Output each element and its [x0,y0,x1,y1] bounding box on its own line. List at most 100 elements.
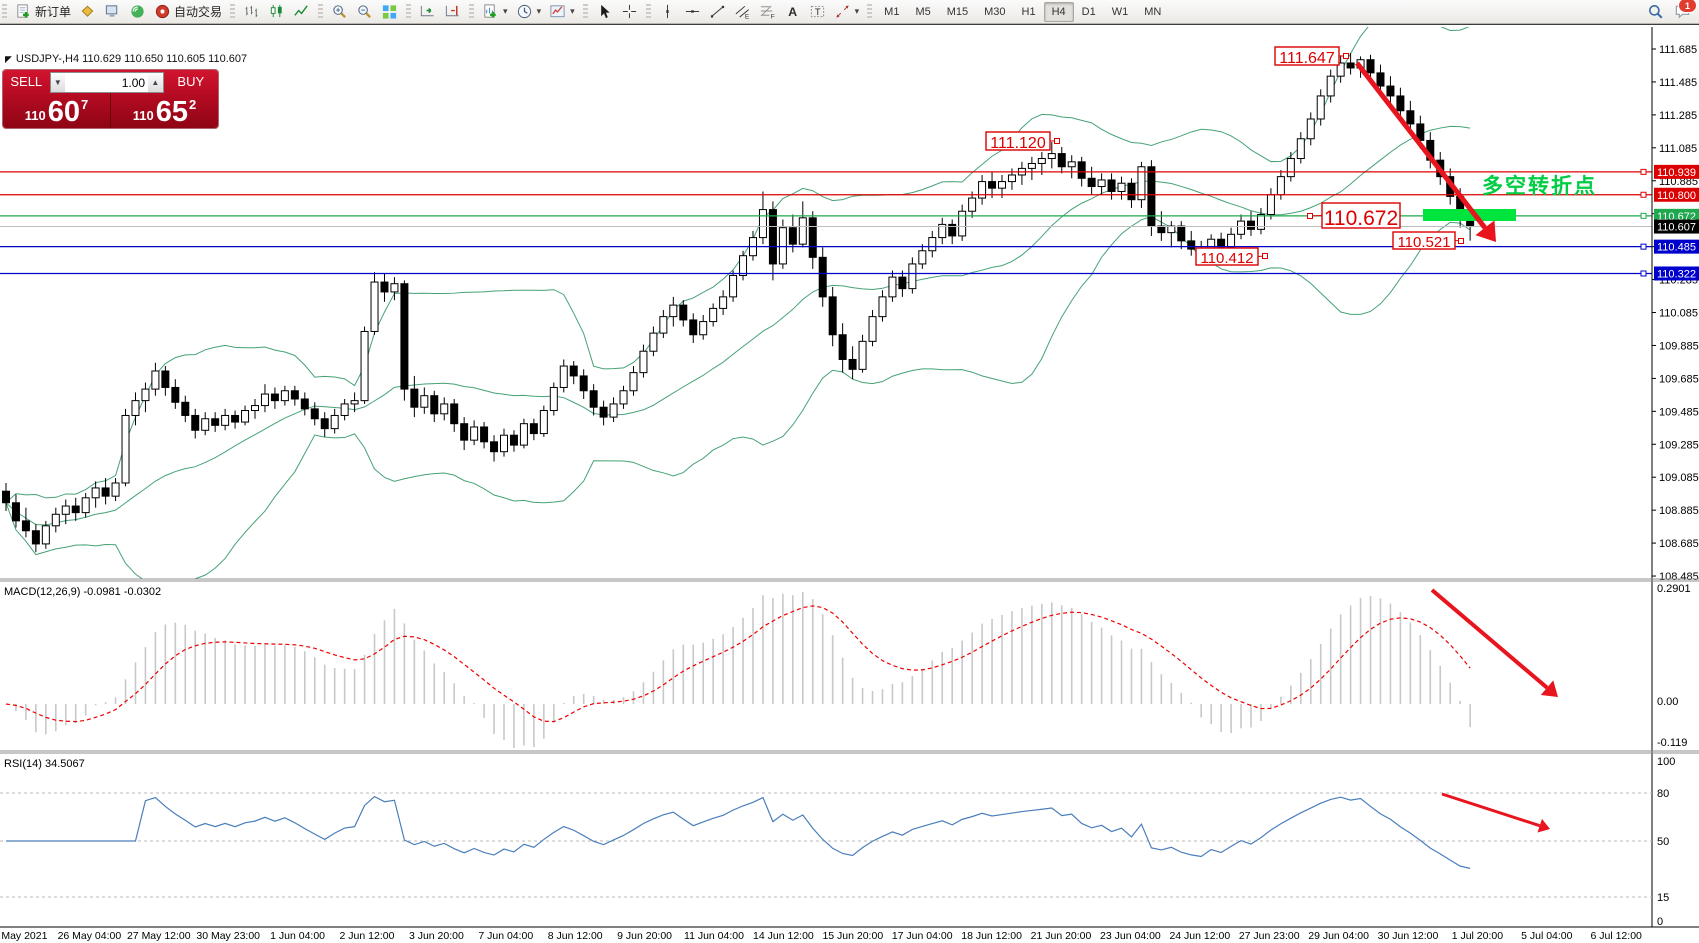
candle [1376,72,1385,87]
bar-chart-button[interactable] [239,0,264,24]
auto-scroll-icon [420,5,434,17]
timeframe-m5-button[interactable]: M5 [915,5,931,18]
candle [569,365,578,377]
time-axis-label: 17 Jun 04:00 [892,930,953,942]
line-handle[interactable] [1640,212,1647,219]
zoom-out-button[interactable] [352,0,377,24]
price-callout[interactable]: 111.120 [985,131,1060,152]
text-icon: A [788,5,797,19]
candle [500,434,508,453]
auto-scroll-button[interactable] [415,0,440,24]
price-callout[interactable]: 110.412 [1195,247,1268,267]
callout-price-text: 111.120 [990,135,1046,152]
candle [390,283,399,293]
arrows-button[interactable]: ▾ [830,0,864,24]
trend-arrow-annotation[interactable] [1430,588,1558,697]
sell-button[interactable]: SELL [10,74,43,89]
timeframe-d1-button[interactable]: D1 [1081,5,1096,18]
terminal-button[interactable] [100,0,125,24]
sell-price[interactable]: 110 60 7 [3,93,111,128]
price-badge-label: 110.607 [1657,222,1696,234]
autotrading-button[interactable]: 自动交易 [150,0,226,24]
horizontal-line-button[interactable] [680,0,705,24]
candle [958,210,967,237]
periods-button[interactable]: ▾ [512,0,546,24]
chart-shift-button[interactable] [440,0,465,24]
signals-button[interactable] [125,0,150,24]
candle [201,418,210,431]
new-order-button[interactable]: 新订单 [11,0,75,24]
candle [350,400,359,405]
price-tick-label: 108.485 [1659,571,1699,583]
crosshair-button[interactable] [617,0,642,24]
time-axis-label: 21 Jun 20:00 [1031,930,1092,942]
tile-windows-button[interactable] [377,0,402,24]
candle [1147,166,1156,227]
candle [1296,138,1305,160]
timeframe-w1-button[interactable]: W1 [1111,5,1129,18]
sell-price-point: 7 [81,97,89,112]
candle [1187,240,1196,250]
timeframe-h1-button[interactable]: H1 [1021,5,1036,18]
candle [798,217,807,245]
volume-input[interactable] [65,74,149,91]
line-handle[interactable] [1640,270,1647,277]
trend-arrow-annotation[interactable] [1441,792,1550,833]
timeframe-m15-button[interactable]: M15 [946,5,969,18]
chart-canvas[interactable]: 111.685111.485111.285111.085110.885110.6… [0,25,1699,943]
candle [1227,233,1236,248]
trend-arrow-annotation[interactable] [1355,61,1496,242]
fibo-icon: F [760,5,774,20]
timeframe-m30-button[interactable]: M30 [984,5,1006,18]
buy-price[interactable]: 110 65 2 [111,93,218,128]
trendline-button[interactable] [705,0,730,24]
candle [1266,194,1275,216]
bollinger-bands [5,27,1471,579]
timeframe-h4-button[interactable]: H4 [1043,1,1074,22]
line-handle[interactable] [1640,243,1647,250]
time-axis-label: 1 Jun 04:00 [270,930,325,942]
candle-chart-button[interactable] [264,0,289,24]
candle [310,408,319,420]
search-icon[interactable] [1647,3,1664,20]
tile-icon [382,5,397,19]
candle [1067,161,1076,168]
cursor-button[interactable] [592,0,617,24]
candles-icon [270,4,282,18]
volume-increase-button[interactable]: ▲ [148,73,163,92]
highlight-bar-annotation[interactable] [1423,209,1516,221]
buy-price-point: 2 [189,97,197,112]
candle [440,403,449,415]
line-handle[interactable] [1640,191,1647,198]
market-icon-button[interactable] [75,0,100,24]
buy-button[interactable]: BUY [177,74,205,89]
templates-button[interactable]: ▾ [545,0,579,24]
price-callout[interactable]: 110.672 [1307,202,1401,230]
note-text-annotation[interactable]: 多空转折点 [1482,174,1597,198]
zoom-in-button[interactable] [327,0,352,24]
candle [450,403,459,425]
volume-decrease-button[interactable]: ▼ [50,73,66,92]
candle [818,256,827,298]
timeframe-mn-button[interactable]: MN [1144,5,1162,18]
price-callout[interactable]: 111.647 [1274,46,1349,67]
timeframe-m1-button[interactable]: M1 [884,5,900,18]
fibonacci-button[interactable]: F [755,0,780,24]
candle [1366,59,1375,74]
text-label-button[interactable]: T [805,0,830,24]
notifications-icon[interactable]: 1 [1674,0,1697,20]
zoom-out-icon [358,5,371,18]
price-callout[interactable]: 110.521 [1392,231,1464,251]
new-chart-button[interactable]: ▾ [478,0,512,24]
channel-button[interactable]: E [730,0,755,24]
text-button[interactable]: A [780,0,805,24]
vertical-line-button[interactable] [655,0,680,24]
line-chart-button[interactable] [289,0,314,24]
line-handle[interactable] [1640,168,1647,175]
chart-window: 111.685111.485111.285111.085110.885110.6… [0,24,1699,943]
candle [609,403,618,418]
time-axis-label: 8 Jun 12:00 [548,930,603,942]
candle [1396,95,1405,112]
candle [579,375,588,392]
candle [1286,158,1295,178]
